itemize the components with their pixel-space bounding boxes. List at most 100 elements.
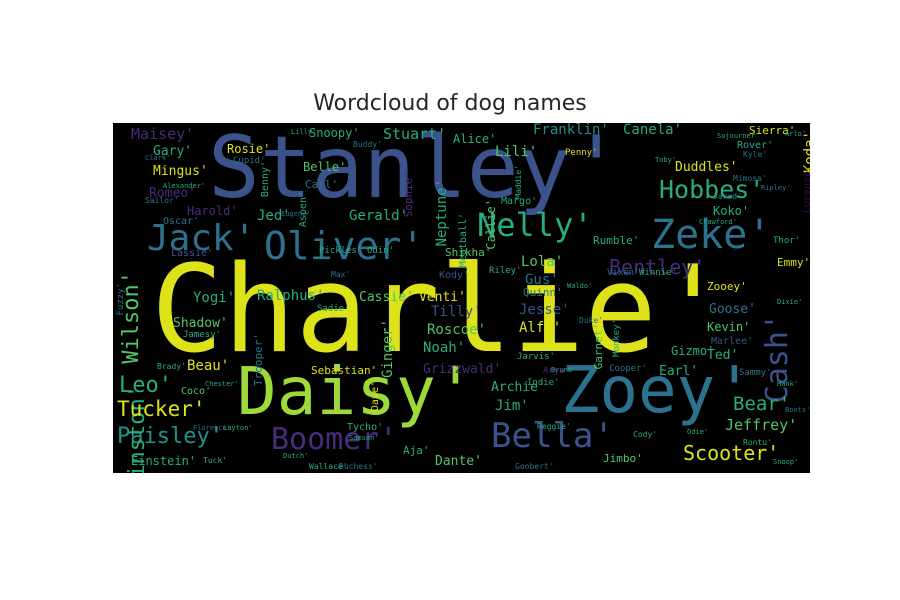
word-1: Stanley'	[208, 123, 623, 218]
word-39: Zooey'	[707, 280, 747, 293]
word-83: Lassie'	[171, 248, 214, 259]
word-110: Winnie'	[639, 268, 677, 278]
word-130: Ripley'	[761, 184, 791, 192]
word-6: Zeke'	[651, 212, 772, 258]
word-8: Bella'	[491, 416, 614, 456]
word-69: Cody'	[633, 430, 658, 439]
word-82: Sailor'	[145, 196, 179, 205]
word-71: Yogi'	[193, 290, 236, 306]
word-94: Gizmo'	[671, 344, 715, 358]
word-119: Duchess'	[339, 462, 378, 471]
word-99: Einstein'	[131, 454, 197, 468]
word-51: Kody'	[439, 270, 470, 281]
word-25: Stuart'	[383, 125, 447, 143]
word-58: Noah'	[423, 340, 466, 356]
word-45: Hank'	[777, 380, 799, 388]
word-140: Arya'	[543, 366, 571, 376]
word-36: Lorenzo'	[802, 165, 810, 214]
word-62: Jim'	[495, 398, 529, 414]
word-24: Romeo'	[149, 186, 196, 201]
word-139: Maddie'	[514, 165, 523, 199]
word-118: Tuck'	[203, 456, 228, 465]
word-19: Bear'	[733, 393, 791, 415]
word-88: Neptune'	[434, 179, 450, 247]
word-7: Nelly'	[477, 206, 593, 244]
word-32: Duddles'	[675, 160, 738, 175]
word-138: Bruno'	[551, 366, 577, 374]
word-63: Earl'	[659, 364, 699, 379]
word-144: Duke'	[579, 316, 604, 325]
word-26: Snoopy'	[309, 126, 360, 140]
word-107: Monkey'	[612, 319, 622, 357]
word-116: Jarvis'	[517, 352, 555, 362]
word-133: Odie'	[687, 428, 709, 436]
word-38: Emmy'	[777, 256, 810, 269]
word-136: Dixie'	[777, 298, 803, 306]
word-55: Jesse'	[519, 302, 570, 318]
word-28: Canela'	[623, 123, 683, 138]
word-10: Cash'	[760, 313, 795, 404]
word-15: Leo'	[119, 373, 172, 398]
word-67: Jimbo'	[603, 452, 643, 465]
word-61: Archie'	[491, 380, 546, 395]
word-120: Goobert'	[515, 462, 554, 471]
word-23: Mingus'	[153, 164, 208, 179]
word-42: Marlee'	[711, 336, 754, 347]
word-135: Toby'	[655, 156, 677, 164]
word-64: Cooper'	[609, 364, 647, 374]
word-35: Jarod'	[713, 192, 742, 201]
word-11: Hobbes'	[659, 175, 765, 204]
word-115: Tycho'	[347, 422, 384, 433]
word-96: Benny'	[260, 161, 271, 198]
word-2: Daisy'	[237, 353, 476, 430]
word-142: Alexander'	[163, 182, 206, 190]
word-65: Indie'	[527, 378, 560, 388]
word-81: Oscar'	[163, 216, 200, 227]
word-124: Dutch'	[283, 452, 309, 460]
word-46: Rontu'	[743, 438, 772, 447]
word-72: Beau'	[187, 358, 230, 374]
word-127: Chester'	[205, 380, 239, 388]
word-87: Meatball'	[458, 213, 469, 268]
word-92: Quinn'	[523, 286, 563, 299]
word-74: Dave'	[370, 381, 381, 412]
word-66: Dante'	[435, 454, 482, 469]
word-126: Mimosa'	[733, 174, 767, 183]
word-90: Shikha'	[445, 246, 492, 259]
word-77: Carl'	[305, 178, 339, 191]
word-53: Gus'	[525, 272, 559, 288]
word-97: Trooper'	[252, 333, 265, 386]
word-47: Snoop'	[773, 458, 799, 466]
word-54: Tilly'	[431, 304, 482, 320]
word-0: Charlie'	[151, 241, 729, 380]
chart-title: Wordcloud of dog names	[313, 91, 587, 116]
word-40: Goose'	[709, 302, 756, 317]
word-98: Coco'	[181, 386, 212, 397]
word-86: Callie'	[484, 199, 498, 250]
word-27: Franklin'	[533, 123, 609, 138]
word-17: Bentley'	[609, 255, 706, 279]
word-102: Pickles'	[319, 246, 363, 256]
word-131: Crawford'	[699, 218, 737, 226]
word-123: Layton'	[223, 424, 253, 432]
word-cloud: Charlie' Stanley' Daisy' Zoey' Oliver' Jack' Z…	[113, 123, 810, 473]
word-75: Gerald'	[349, 208, 409, 224]
word-4: Oliver'	[264, 224, 425, 268]
word-91: Rumble'	[593, 234, 640, 247]
word-57: Roscoe'	[427, 322, 487, 338]
word-113: Eugene'	[281, 210, 311, 218]
word-49: Cassie'	[359, 290, 414, 305]
word-108: Garnet'	[592, 323, 605, 370]
word-43: Ted'	[707, 348, 739, 363]
word-114: Margo'	[501, 196, 538, 207]
word-3: Zoey'	[561, 354, 754, 428]
word-16: Tucker'	[117, 397, 206, 421]
word-12: Paisley'	[117, 424, 223, 449]
word-109: Vixen'	[607, 268, 640, 278]
word-85: Lili'	[495, 144, 538, 160]
word-93: Riley'	[489, 266, 522, 276]
word-73: Sebastian'	[311, 364, 378, 377]
word-143: Waldo'	[567, 282, 593, 290]
word-9: Boomer'	[271, 422, 398, 457]
word-52: Lola'	[521, 254, 564, 270]
